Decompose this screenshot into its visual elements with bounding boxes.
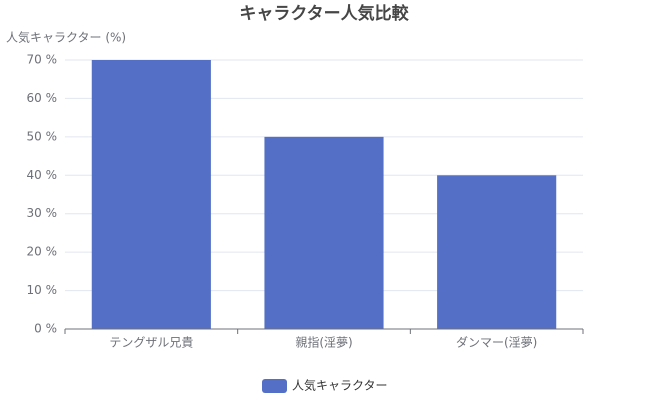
x-tick-label: ダンマー(淫夢) xyxy=(456,335,537,350)
y-tick-label: 0 % xyxy=(34,322,57,336)
y-tick-label: 20 % xyxy=(27,245,58,259)
y-tick-label: 70 % xyxy=(27,53,58,67)
y-tick-label: 30 % xyxy=(27,206,58,220)
x-tick-label: テングザル兄貴 xyxy=(109,336,193,350)
chart-title: キャラクター人気比較 xyxy=(239,3,409,24)
bar xyxy=(91,60,211,329)
y-tick-label: 50 % xyxy=(27,129,58,143)
bar xyxy=(437,175,557,329)
y-axis-label: 人気キャラクター (%) xyxy=(6,30,126,45)
y-tick-label: 60 % xyxy=(27,91,58,105)
bar xyxy=(264,136,384,329)
y-tick-label: 40 % xyxy=(27,168,58,182)
y-tick-label: 10 % xyxy=(27,283,58,297)
x-tick-label: 親指(淫夢) xyxy=(295,335,352,350)
legend-swatch xyxy=(262,379,287,393)
legend-label: 人気キャラクター xyxy=(292,378,388,393)
